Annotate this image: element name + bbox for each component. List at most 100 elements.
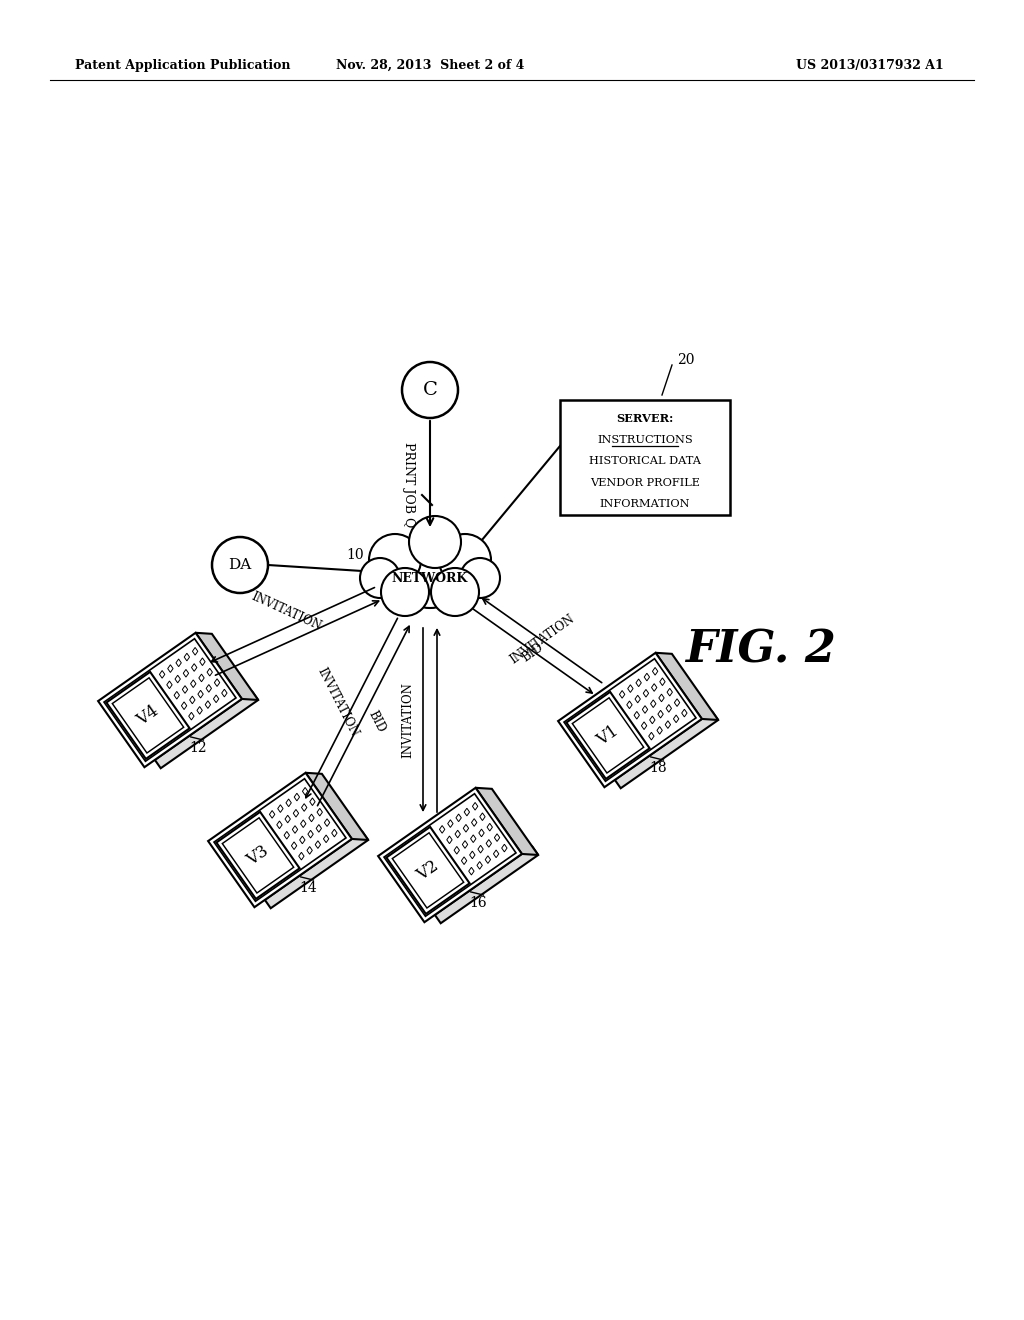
Polygon shape [628,685,633,693]
Polygon shape [564,659,696,781]
Polygon shape [176,659,181,667]
Polygon shape [167,681,172,689]
Polygon shape [471,834,476,842]
Text: BID: BID [520,640,546,664]
Polygon shape [189,696,195,704]
Polygon shape [475,788,539,855]
Text: 20: 20 [677,352,694,367]
Polygon shape [113,677,183,752]
Polygon shape [294,793,300,801]
Polygon shape [309,797,315,805]
Polygon shape [472,803,478,810]
Polygon shape [462,857,467,865]
Polygon shape [193,647,198,655]
Text: INVITATION: INVITATION [314,665,360,739]
Polygon shape [384,793,516,916]
Polygon shape [456,814,461,821]
Polygon shape [309,814,314,822]
Polygon shape [191,664,197,672]
Polygon shape [479,829,484,837]
Polygon shape [480,813,485,821]
Text: BID: BID [367,709,388,735]
Text: V1: V1 [594,722,623,748]
Text: DA: DA [228,558,252,572]
Polygon shape [636,678,641,686]
FancyBboxPatch shape [560,400,730,515]
Polygon shape [214,678,220,686]
Polygon shape [471,818,477,826]
Polygon shape [278,805,283,812]
Polygon shape [199,675,204,681]
Circle shape [212,537,268,593]
Polygon shape [462,841,468,849]
Polygon shape [495,834,500,841]
Polygon shape [206,685,212,692]
Polygon shape [222,818,294,894]
Polygon shape [651,684,656,692]
Text: 10: 10 [346,548,364,562]
Polygon shape [447,820,453,828]
Text: INVITATION: INVITATION [249,590,324,634]
Polygon shape [98,632,242,767]
Polygon shape [155,692,258,768]
Polygon shape [324,836,329,842]
Polygon shape [486,840,492,847]
Polygon shape [641,722,647,730]
Polygon shape [454,846,460,854]
Polygon shape [620,690,625,698]
Polygon shape [666,721,671,729]
Text: C: C [423,381,437,399]
Text: INVITATION: INVITATION [507,612,577,667]
Polygon shape [308,830,313,838]
Text: NETWORK: NETWORK [392,572,468,585]
Polygon shape [207,668,212,676]
Polygon shape [478,845,483,853]
Polygon shape [487,824,493,832]
Polygon shape [649,733,654,741]
Circle shape [431,568,479,616]
Text: HISTORICAL DATA: HISTORICAL DATA [589,457,701,466]
Text: 16: 16 [470,896,487,909]
Polygon shape [642,706,648,713]
Text: FIG. 2: FIG. 2 [685,628,836,672]
Polygon shape [183,669,188,677]
Polygon shape [502,845,507,851]
Polygon shape [160,671,165,678]
Polygon shape [299,853,304,859]
Polygon shape [627,701,632,709]
Polygon shape [315,841,321,849]
Polygon shape [658,694,665,702]
Text: US 2013/0317932 A1: US 2013/0317932 A1 [796,58,944,71]
Polygon shape [667,688,673,696]
Polygon shape [184,653,189,661]
Polygon shape [667,705,672,713]
Polygon shape [477,862,482,869]
Polygon shape [469,867,474,875]
Polygon shape [378,788,522,923]
Polygon shape [675,698,680,706]
Polygon shape [305,772,369,840]
Polygon shape [463,825,469,832]
Polygon shape [293,809,299,817]
Polygon shape [182,685,187,693]
Polygon shape [188,713,195,719]
Polygon shape [265,832,369,908]
Circle shape [360,558,400,598]
Text: SERVER:: SERVER: [616,413,674,424]
Polygon shape [307,846,312,854]
Polygon shape [485,855,490,863]
Polygon shape [657,710,664,718]
Text: INVITATION: INVITATION [401,682,415,758]
Circle shape [392,532,468,609]
Polygon shape [635,696,640,702]
Polygon shape [649,717,655,723]
Polygon shape [652,668,657,675]
Text: 18: 18 [649,762,668,775]
Polygon shape [392,833,464,908]
Polygon shape [566,692,649,779]
Text: V4: V4 [134,702,162,729]
Polygon shape [276,821,283,829]
Polygon shape [285,816,291,822]
Circle shape [460,558,500,598]
Polygon shape [197,706,203,714]
